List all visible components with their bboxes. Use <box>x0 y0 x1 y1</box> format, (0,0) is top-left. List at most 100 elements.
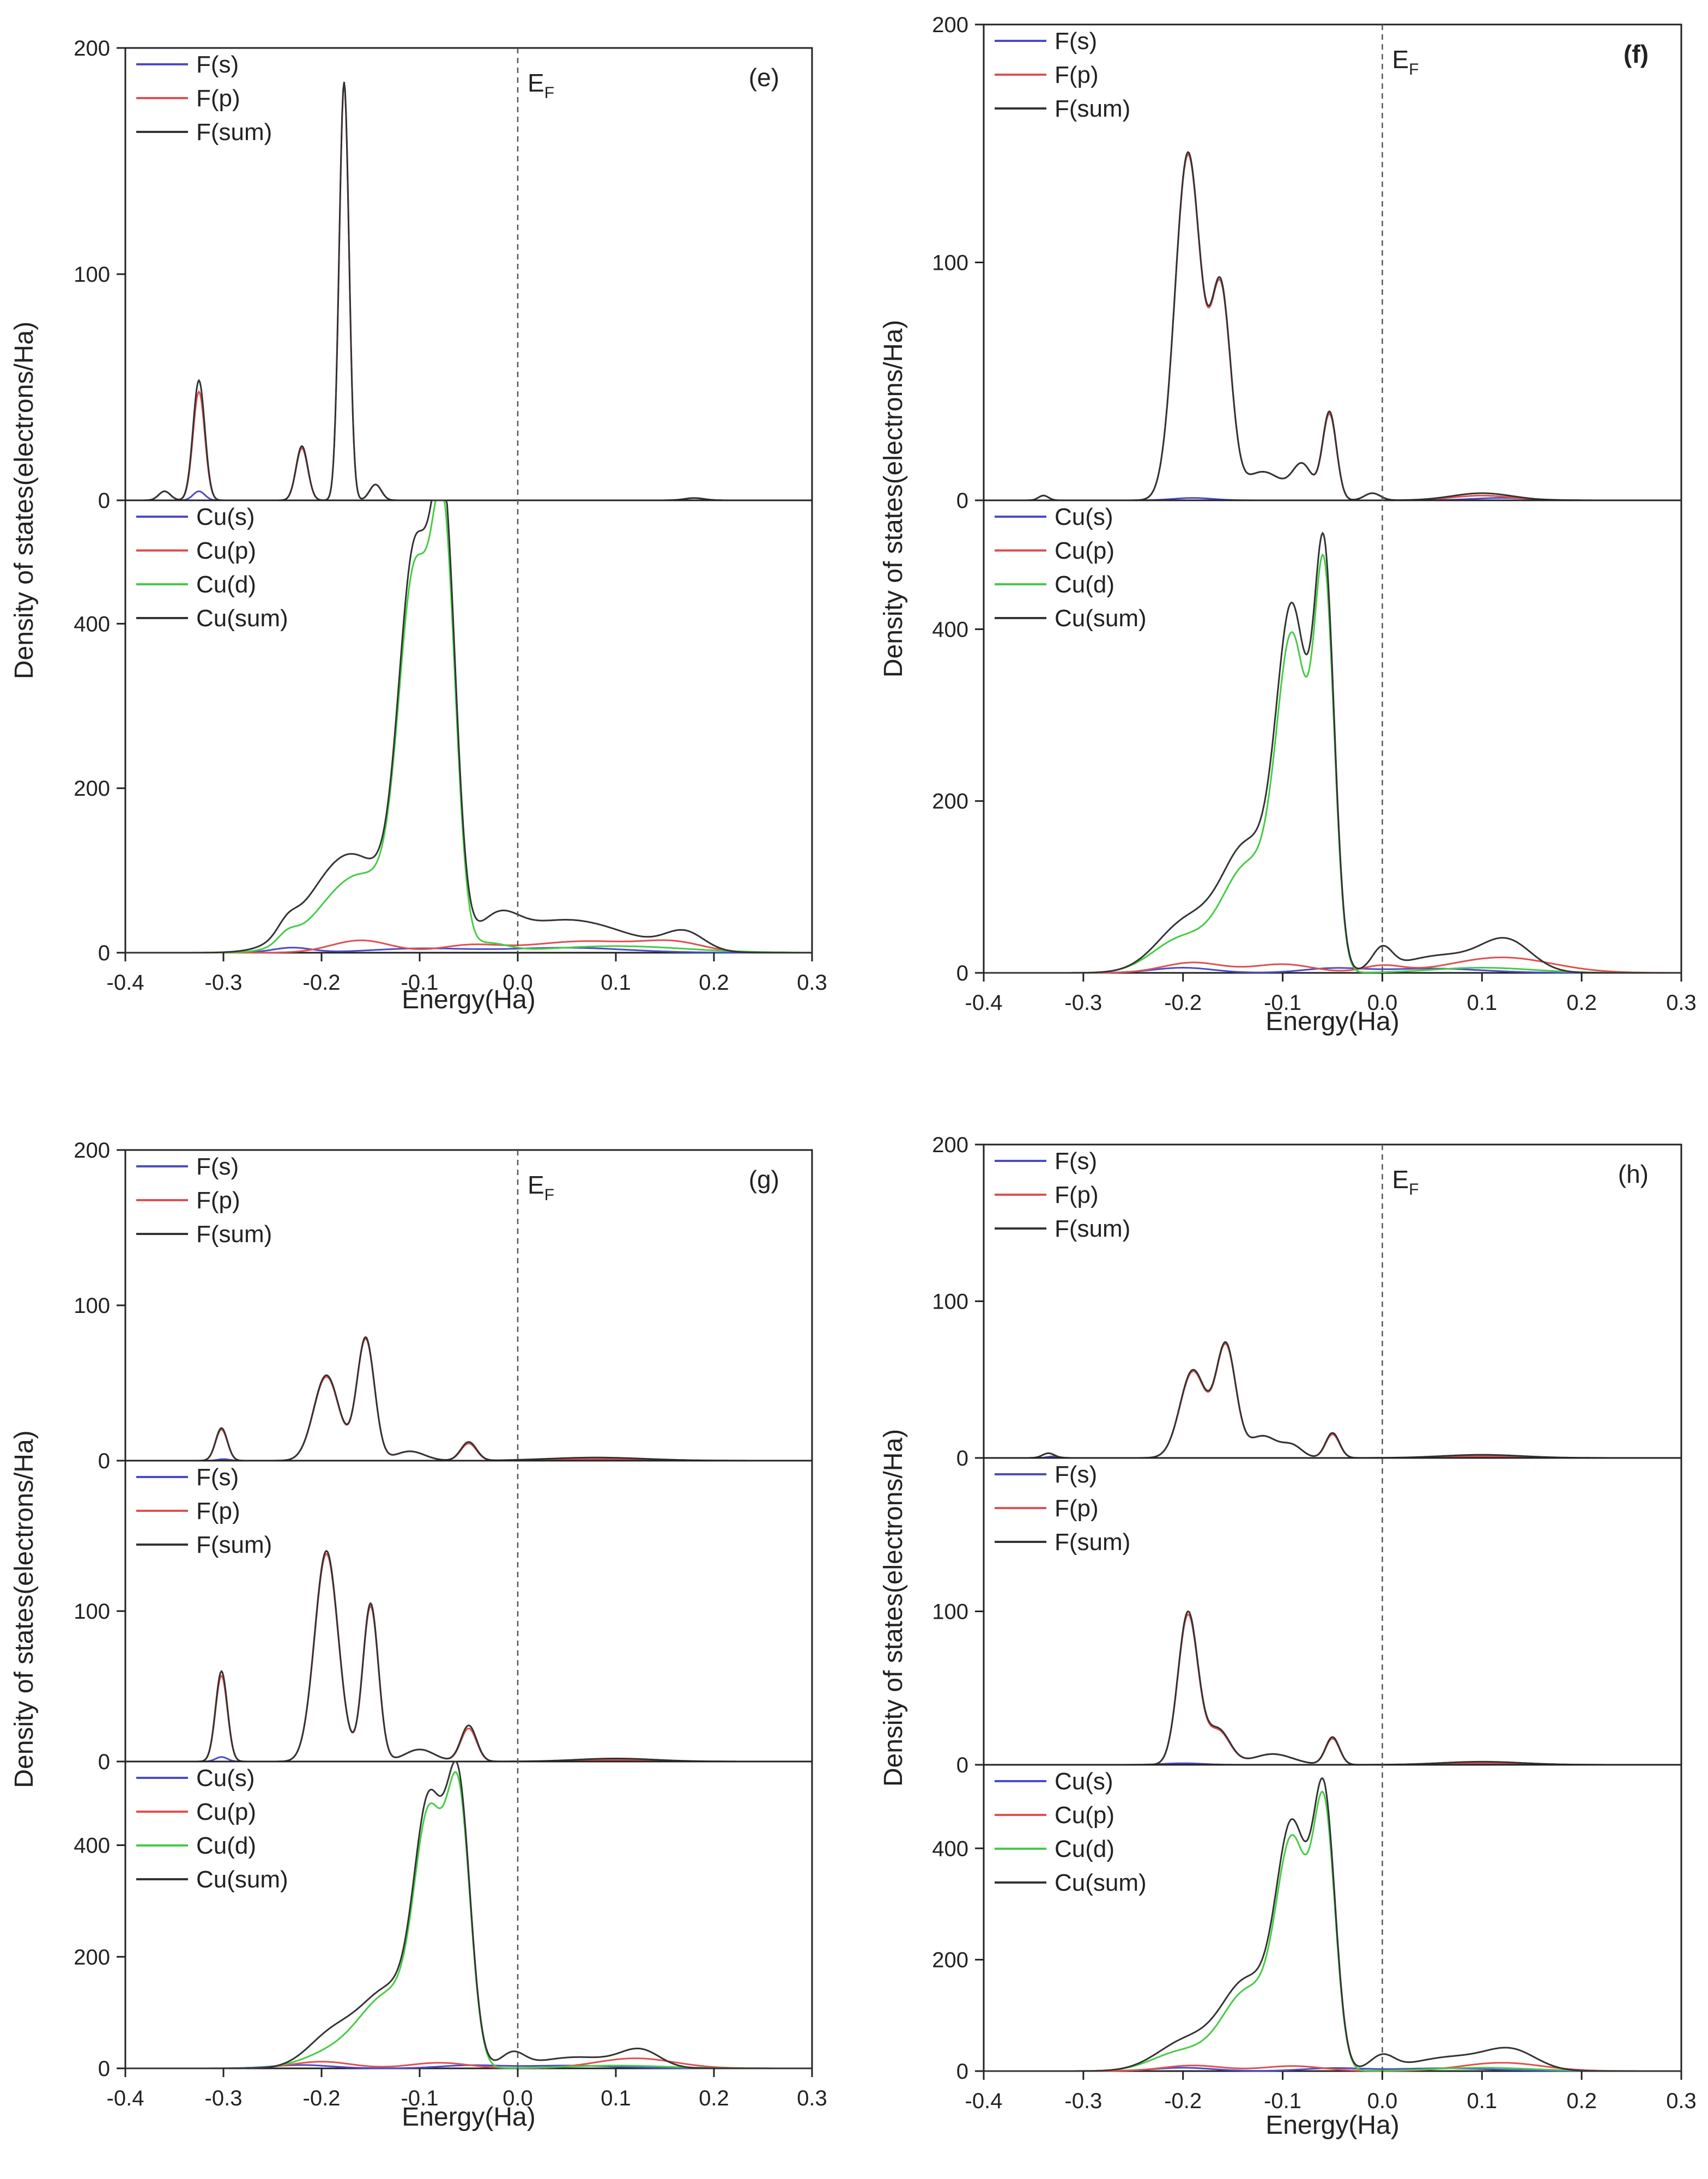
fermi-subscript: F <box>1409 60 1419 78</box>
legend: F(s) F(p) F(sum) <box>136 1153 272 1248</box>
series-cu-d <box>984 1790 1681 2072</box>
x-axis-label: Energy(Ha) <box>1265 1007 1399 1036</box>
legend-label: Cu(sum) <box>196 605 288 632</box>
legend-label: Cu(d) <box>1055 1836 1115 1862</box>
x-tick-label: 0.2 <box>699 2086 729 2110</box>
legend-label: F(sum) <box>196 1532 272 1558</box>
legend-label: F(sum) <box>196 119 272 146</box>
legend-label: F(p) <box>196 85 240 112</box>
x-tick-label: 0.0 <box>502 971 533 995</box>
x-tick-label: 0.3 <box>797 2086 827 2110</box>
y-tick-label: 100 <box>74 263 110 287</box>
y-tick-label: 200 <box>74 1139 110 1163</box>
legend-label: Cu(s) <box>196 504 255 530</box>
subplot-2: 0 200 400 Cu(s) Cu(p) Cu(d) Cu(sum) <box>74 499 812 965</box>
legend-label: F(p) <box>1055 1495 1099 1522</box>
y-tick-label: 400 <box>74 1834 110 1858</box>
y-tick-label: 100 <box>74 1600 110 1624</box>
x-tick-label: 0.2 <box>699 971 729 995</box>
fermi-subscript: F <box>544 1186 554 1204</box>
y-tick-label: 100 <box>932 251 968 275</box>
subplot-2: 0 100 F(s) F(p) F(sum) <box>932 1457 1681 1777</box>
series-cu-p <box>984 957 1681 974</box>
x-tick-label: 0.0 <box>502 2086 533 2110</box>
y-tick-label: 200 <box>932 790 968 814</box>
subplot-1: 0 100 200 F(s) F(p) F(sum) <box>74 37 812 513</box>
y-tick-label: 100 <box>74 1294 110 1318</box>
fermi-label: EF <box>1392 1165 1419 1199</box>
x-tick-label: 0.2 <box>1566 2089 1597 2113</box>
legend: Cu(s) Cu(p) Cu(d) Cu(sum) <box>136 504 288 632</box>
legend-label: Cu(p) <box>1055 537 1115 564</box>
fermi-label: EF <box>1392 45 1419 78</box>
legend-label: F(sum) <box>1055 1215 1130 1242</box>
series-cu-d <box>125 499 812 954</box>
panel-f: 0100200F(s)F(p)F(sum)0200400Cu(s)Cu(p)Cu… <box>879 13 1697 1036</box>
series-f-p <box>984 1613 1681 1766</box>
series-cu-sum <box>125 499 812 954</box>
y-tick-label: 400 <box>932 618 968 641</box>
panel-label: (f) <box>1624 40 1649 68</box>
legend-label: Cu(d) <box>196 1832 256 1859</box>
y-axis-label: Density of states(electrons/Ha) <box>879 1429 908 1787</box>
legend-label: F(sum) <box>196 1221 272 1248</box>
x-tick-label: -0.2 <box>1164 991 1202 1015</box>
x-tick-label: -0.4 <box>107 971 144 995</box>
y-tick-label: 200 <box>74 37 110 60</box>
panel-label: (e) <box>749 63 779 92</box>
y-tick-label: 200 <box>932 1133 968 1157</box>
fermi-subscript: F <box>1409 1181 1419 1199</box>
series-cu-sum <box>984 1777 1681 2072</box>
plot-frame <box>983 1143 1682 2072</box>
y-tick-label: 0 <box>956 1446 968 1470</box>
y-tick-label: 200 <box>74 777 110 801</box>
x-tick-label: 0.0 <box>1367 2089 1398 2113</box>
x-tick-label: -0.4 <box>107 2086 144 2110</box>
series-f-sum <box>984 1341 1681 1459</box>
x-tick-label: -0.3 <box>205 971 243 995</box>
legend-label: Cu(sum) <box>196 1866 288 1893</box>
legend-label: F(p) <box>1055 1182 1099 1208</box>
panel-label: (h) <box>1618 1160 1649 1188</box>
x-tick-label: -0.4 <box>965 2089 1003 2113</box>
subplot-1: 0 100 200 F(s) F(p) F(sum) <box>932 13 1681 513</box>
y-tick-label: 0 <box>98 1449 110 1473</box>
series-cu-p <box>125 2057 812 2069</box>
y-tick-label: 0 <box>956 1753 968 1777</box>
legend-label: Cu(d) <box>1055 571 1115 598</box>
y-tick-label: 0 <box>98 2057 110 2081</box>
series-cu-sum <box>984 531 1681 974</box>
y-tick-label: 0 <box>98 941 110 965</box>
legend: F(s) F(p) F(sum) <box>995 1461 1130 1555</box>
legend-label: F(s) <box>1055 1461 1097 1488</box>
x-tick-label: 0.1 <box>1467 2089 1497 2113</box>
legend-label: Cu(p) <box>196 1799 256 1825</box>
y-tick-label: 0 <box>956 961 968 985</box>
fermi-label: EF <box>528 69 554 102</box>
x-tick-label: -0.2 <box>303 971 341 995</box>
legend-label: F(p) <box>1055 62 1099 88</box>
x-tick-label: 0.0 <box>1367 991 1398 1015</box>
series-f-p <box>984 1343 1681 1459</box>
x-tick-label: -0.1 <box>1264 991 1301 1015</box>
legend-label: Cu(s) <box>196 1765 255 1791</box>
x-tick-label: 0.3 <box>1666 991 1697 1015</box>
series-f-sum <box>984 1610 1681 1766</box>
x-tick-label: 0.1 <box>1467 991 1497 1015</box>
legend-label: F(s) <box>1055 1148 1097 1175</box>
fermi-label: EF <box>528 1171 554 1204</box>
panel-g: 0100200F(s)F(p)F(sum)0100F(s)F(p)F(sum)0… <box>10 1139 827 2132</box>
legend-label: F(p) <box>196 1187 240 1214</box>
y-tick-label: 100 <box>932 1600 968 1624</box>
y-tick-label: 0 <box>98 489 110 513</box>
legend: F(s) F(p) F(sum) <box>136 51 272 146</box>
x-tick-label: 0.1 <box>601 971 631 995</box>
legend-label: Cu(s) <box>1055 1768 1113 1795</box>
x-tick-label: 0.1 <box>601 2086 631 2110</box>
subplot-1: 0 100 200 F(s) F(p) F(sum) <box>74 1139 812 1473</box>
subplot-3: 0 200 400 Cu(s) Cu(p) Cu(d) Cu(sum) <box>932 1764 1681 2084</box>
y-tick-label: 200 <box>74 1945 110 1969</box>
x-tick-label: 0.3 <box>1666 2089 1697 2113</box>
panel-h: 0100200F(s)F(p)F(sum)0100F(s)F(p)F(sum)0… <box>879 1133 1697 2140</box>
